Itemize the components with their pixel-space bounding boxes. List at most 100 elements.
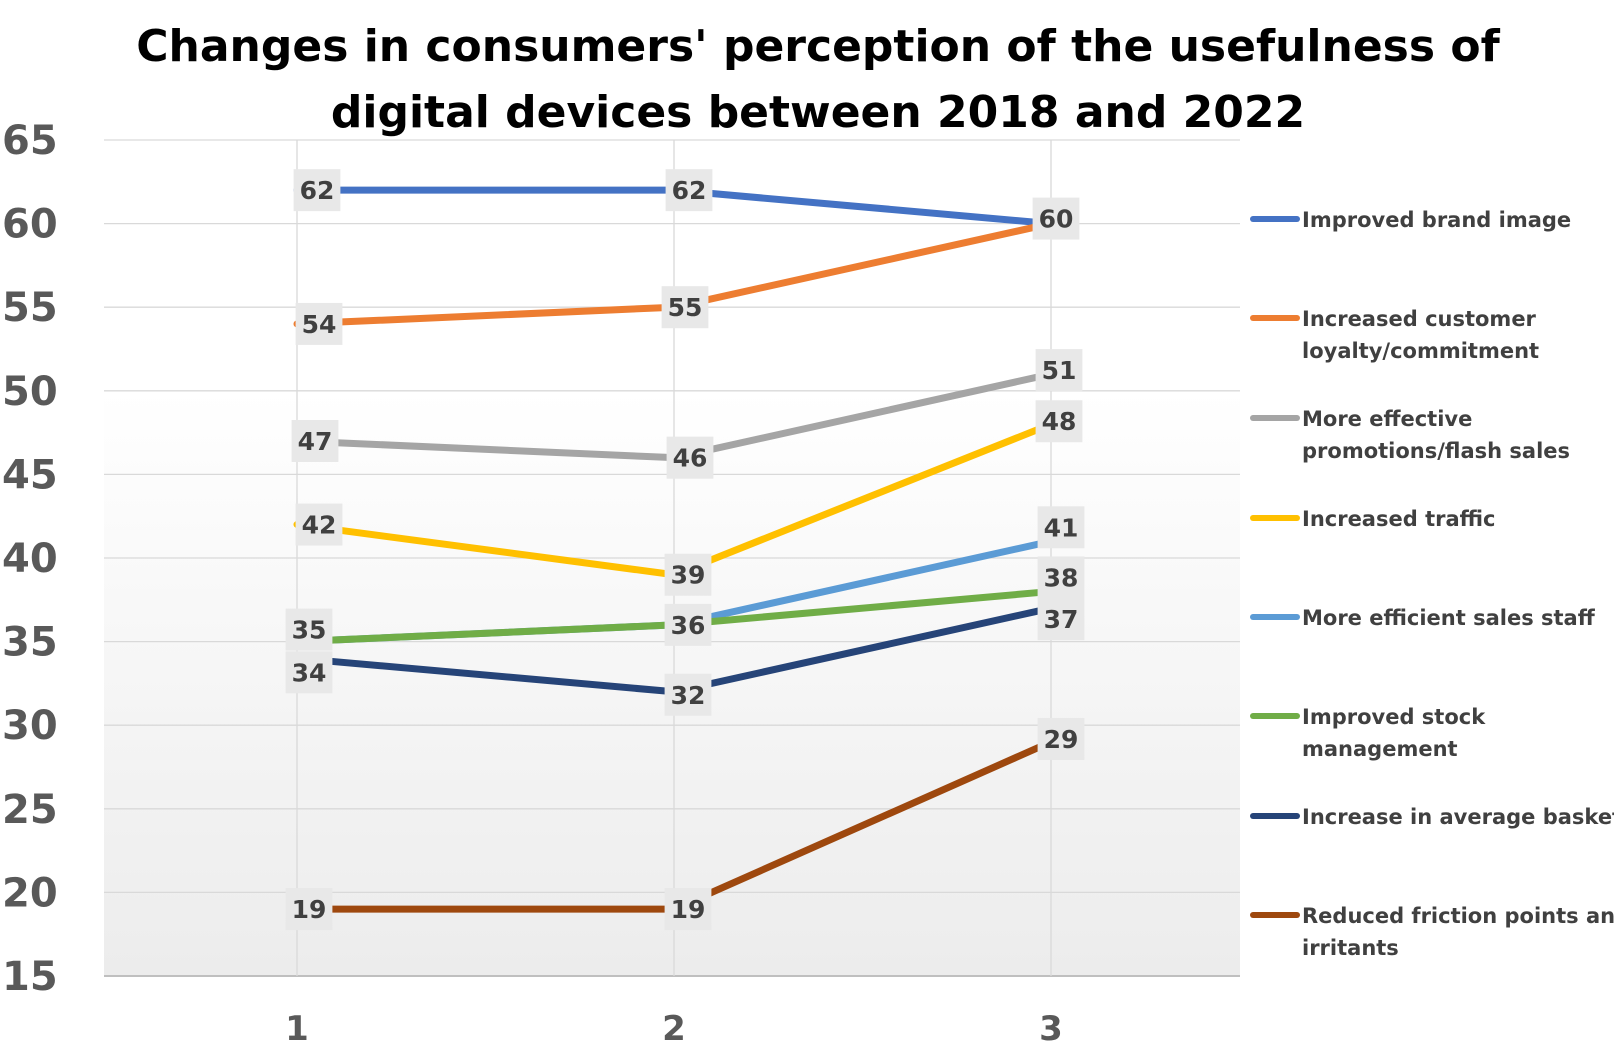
data-label-text: 39 (671, 561, 706, 590)
legend-label: Increase in average basket (1302, 805, 1614, 829)
data-label-box (665, 169, 713, 212)
y-tick-label: 65 (2, 118, 58, 164)
chart-title-line-2: digital devices between 2018 and 2022 (331, 87, 1305, 138)
data-label: 47 (291, 419, 339, 462)
data-label: 46 (666, 436, 714, 479)
legend-label: Reduced friction points and (1302, 904, 1614, 928)
data-label-box (285, 608, 333, 651)
legend-item-5: More efficient sales staff (1250, 606, 1596, 630)
data-label-box (1032, 197, 1080, 240)
data-label: 48 (1035, 400, 1083, 443)
y-tick-label: 60 (2, 202, 58, 248)
data-label-text: 41 (1044, 513, 1079, 542)
data-label-box (285, 888, 333, 931)
legend-item-4: Increased traffic (1250, 507, 1496, 531)
data-label-box (1035, 349, 1083, 392)
data-label: 36 (664, 603, 712, 646)
legend-label: Increased traffic (1302, 507, 1496, 531)
data-label-box (1035, 400, 1083, 443)
data-label-box (1037, 506, 1085, 549)
data-label-text: 29 (1044, 725, 1079, 754)
data-label-text: 47 (298, 427, 333, 456)
data-label-text: 54 (302, 310, 337, 339)
data-label-box (664, 673, 712, 716)
data-label-text: 19 (292, 895, 327, 924)
data-label: 51 (1035, 349, 1083, 392)
data-label-text: 34 (292, 658, 327, 687)
legend-label: Increased customer (1302, 307, 1537, 331)
data-label: 37 (1037, 598, 1085, 641)
x-axis-ticks: 1 2 3 (285, 1009, 1063, 1048)
data-label: 29 (1037, 717, 1085, 760)
x-tick-label: 2 (662, 1009, 686, 1048)
legend-label: loyalty/commitment (1302, 339, 1539, 363)
x-tick-label: 1 (285, 1009, 309, 1048)
legend-label: More efficient sales staff (1302, 606, 1596, 630)
legend-item-3: More effective promotions/flash sales (1250, 407, 1570, 463)
data-label-text: 19 (671, 895, 706, 924)
data-label: 55 (661, 286, 709, 329)
data-label: 19 (664, 888, 712, 931)
data-label-box (1037, 598, 1085, 641)
data-label: 32 (664, 673, 712, 716)
data-label-text: 62 (672, 176, 707, 205)
data-label-box (293, 169, 341, 212)
y-tick-label: 35 (2, 620, 58, 666)
data-label-box (295, 302, 343, 345)
data-label-text: 36 (671, 611, 706, 640)
data-label-text: 32 (671, 681, 706, 710)
data-label: 35 (285, 608, 333, 651)
data-label-box (664, 553, 712, 596)
data-label: 54 (295, 302, 343, 345)
data-label: 62 (293, 169, 341, 212)
data-label-text: 38 (1044, 563, 1079, 592)
data-label-box (1037, 717, 1085, 760)
legend-label: More effective (1302, 407, 1472, 431)
data-label-box (295, 503, 343, 546)
data-label: 19 (285, 888, 333, 931)
y-tick-label: 45 (2, 452, 58, 498)
data-label: 41 (1037, 506, 1085, 549)
x-tick-label: 3 (1039, 1009, 1063, 1048)
data-label-text: 60 (1039, 205, 1074, 234)
y-axis-ticks: 15 20 25 30 35 40 45 50 55 60 65 (2, 118, 58, 1000)
data-label-box (666, 436, 714, 479)
y-tick-label: 40 (2, 536, 58, 582)
data-label: 34 (285, 651, 333, 694)
data-label-box (664, 603, 712, 646)
data-label-text: 46 (673, 444, 708, 473)
legend-label: Improved stock (1302, 705, 1486, 729)
y-tick-label: 30 (2, 703, 58, 749)
data-label-text: 37 (1044, 605, 1079, 634)
data-labels: 62 62 60 54 55 47 46 51 42 39 48 41 35 36 38 34 32 37 19 19… (285, 169, 1085, 931)
data-label: 39 (664, 553, 712, 596)
legend-item-8: Reduced friction points and irritants (1250, 904, 1614, 960)
data-label-box (1037, 556, 1085, 599)
y-tick-label: 20 (2, 870, 58, 916)
data-label: 42 (295, 503, 343, 546)
data-label-text: 48 (1042, 407, 1077, 436)
data-label-text: 51 (1042, 356, 1077, 385)
data-label-text: 35 (292, 616, 327, 645)
data-label: 62 (665, 169, 713, 212)
y-tick-label: 50 (2, 369, 58, 415)
data-label: 38 (1037, 556, 1085, 599)
data-label: 60 (1032, 197, 1080, 240)
legend: Improved brand image Increased customer lo… (1250, 208, 1614, 960)
data-label-box (661, 286, 709, 329)
data-label-box (291, 419, 339, 462)
y-tick-label: 25 (2, 787, 58, 833)
data-label-text: 62 (300, 176, 335, 205)
legend-item-1: Improved brand image (1250, 208, 1571, 232)
legend-item-2: Increased customer loyalty/commitment (1250, 307, 1539, 363)
legend-label: management (1302, 737, 1458, 761)
legend-item-6: Improved stock management (1250, 705, 1486, 761)
legend-label: Improved brand image (1302, 208, 1571, 232)
y-tick-label: 15 (2, 954, 58, 1000)
chart-title-line-1: Changes in consumers' perception of the … (136, 21, 1500, 72)
legend-label: irritants (1302, 936, 1399, 960)
legend-item-7: Increase in average basket (1250, 805, 1614, 829)
data-label-box (285, 651, 333, 694)
data-label-box (664, 888, 712, 931)
